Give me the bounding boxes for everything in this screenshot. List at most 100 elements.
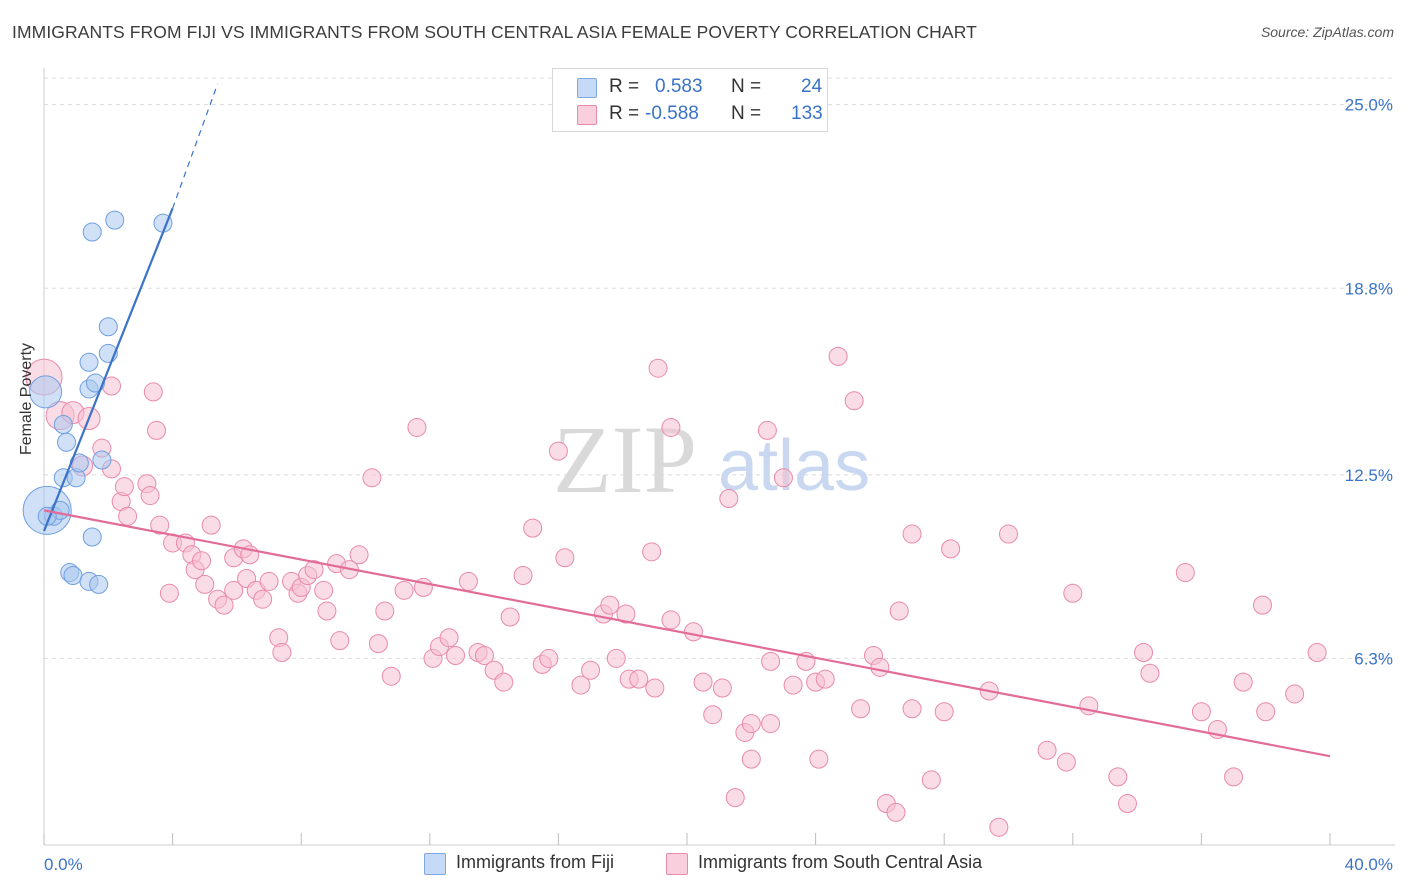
sca-point — [539, 648, 559, 668]
sca-point — [494, 672, 514, 692]
sca-point — [757, 420, 777, 440]
sca-point — [368, 634, 388, 654]
sca-point — [616, 604, 636, 624]
fiji-point — [29, 375, 63, 409]
sca-point — [362, 468, 382, 488]
sca-point — [693, 672, 713, 692]
sca-point — [886, 802, 906, 822]
sca-point — [555, 548, 575, 568]
sca-point — [683, 622, 703, 642]
sca-point — [192, 551, 212, 571]
sca-point — [741, 749, 761, 769]
sca-point — [195, 574, 215, 594]
legend-fiji-r-label: R = — [609, 76, 640, 97]
legend-row-fiji: R = 0.583 N = 24 — [577, 76, 822, 98]
sca-point — [259, 571, 279, 591]
sca-point — [642, 542, 662, 562]
legend-swatch-sca — [577, 105, 597, 125]
sca-point — [773, 468, 793, 488]
sca-point — [1224, 767, 1244, 787]
sca-point — [143, 382, 163, 402]
sca-point — [214, 595, 234, 615]
sca-point — [1117, 794, 1137, 814]
y-tick-label: 18.8% — [1345, 279, 1393, 298]
sca-point — [381, 666, 401, 686]
sca-point — [581, 660, 601, 680]
legend-fiji-r-value: 0.583 — [655, 76, 703, 97]
y-tick-label: 12.5% — [1345, 466, 1393, 485]
sca-point — [314, 580, 334, 600]
sca-point — [648, 358, 668, 378]
sca-point — [851, 699, 871, 719]
sca-point — [828, 346, 848, 366]
fiji-point — [82, 527, 102, 547]
trend-lines — [42, 83, 1331, 758]
fiji-point — [92, 450, 112, 470]
sca-point — [147, 420, 167, 440]
sca-point — [725, 788, 745, 808]
sca-point — [761, 651, 781, 671]
legend-sca-n-value: 133 — [791, 103, 823, 124]
bottom-legend-label-sca: Immigrants from South Central Asia — [698, 852, 983, 872]
legend-row-sca: R = -0.588 N = 133 — [577, 103, 823, 125]
fiji-trend-extension — [172, 83, 219, 209]
sca-point — [606, 648, 626, 668]
sca-point — [317, 601, 337, 621]
sca-point — [661, 610, 681, 630]
sca-point — [703, 705, 723, 725]
sca-point — [474, 645, 494, 665]
sca-point — [1063, 583, 1083, 603]
chart-title: IMMIGRANTS FROM FIJI VS IMMIGRANTS FROM … — [12, 22, 977, 42]
sca-point — [375, 601, 395, 621]
sca-point — [330, 631, 350, 651]
series-sca-points — [25, 346, 1327, 837]
fiji-trend-line — [42, 207, 174, 532]
stats-legend: R = 0.583 N = 24 R = -0.588 N = 133 — [552, 68, 828, 132]
fiji-point — [63, 566, 83, 586]
sca-point — [407, 417, 427, 437]
sca-point — [1307, 643, 1327, 663]
sca-point — [253, 589, 273, 609]
sca-point — [902, 699, 922, 719]
sca-point — [159, 583, 179, 603]
legend-sca-r-label: R = — [609, 103, 640, 124]
sca-point — [889, 601, 909, 621]
sca-point — [712, 678, 732, 698]
sca-point — [934, 702, 954, 722]
legend-swatch-fiji — [577, 78, 597, 98]
sca-point — [1175, 563, 1195, 583]
axes — [43, 68, 1395, 846]
sca-point — [523, 518, 543, 538]
sca-point — [783, 675, 803, 695]
sca-point — [1252, 595, 1272, 615]
sca-point — [118, 506, 138, 526]
sca-point — [941, 539, 961, 559]
fiji-point — [57, 432, 77, 452]
sca-trend-line — [43, 509, 1331, 758]
sca-point — [439, 628, 459, 648]
sca-point — [1233, 672, 1253, 692]
sca-point — [1037, 740, 1057, 760]
sca-point — [870, 657, 890, 677]
fiji-point — [98, 317, 118, 337]
sca-point — [989, 817, 1009, 837]
legend-sca-n-label: N = — [731, 103, 762, 124]
sca-point — [809, 749, 829, 769]
tick-labels: 6.3% 12.5% 18.8% 25.0% 0.0% 40.0% — [44, 96, 1393, 874]
bottom-legend-swatch-fiji — [424, 853, 446, 875]
bottom-legend-fiji: Immigrants from Fiji — [424, 852, 644, 876]
sca-point — [661, 417, 681, 437]
watermark-atlas: atlas — [718, 426, 870, 506]
legend-sca-r-value: -0.588 — [645, 103, 699, 124]
bottom-legend-sca: Immigrants from South Central Asia — [666, 852, 1026, 876]
y-tick-label: 6.3% — [1354, 649, 1393, 668]
sca-point — [548, 441, 568, 461]
sca-point — [224, 580, 244, 600]
sca-point — [999, 524, 1018, 544]
sca-point — [201, 515, 221, 535]
sca-point — [150, 515, 170, 535]
fiji-point — [85, 373, 105, 393]
sca-point — [571, 675, 591, 695]
y-tick-label: 25.0% — [1345, 96, 1393, 115]
